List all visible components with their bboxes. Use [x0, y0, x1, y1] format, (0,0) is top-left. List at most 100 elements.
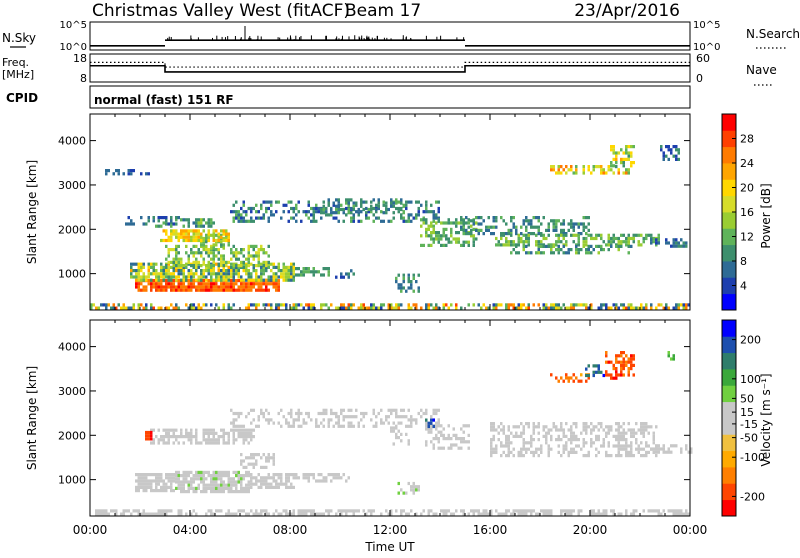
heatmap-cell [200, 282, 203, 286]
heatmap-cell [172, 306, 175, 310]
nave-right-tick-top: 60 [696, 52, 710, 65]
heatmap-cell [257, 210, 260, 214]
heatmap-cell [530, 438, 533, 442]
heatmap-cell [410, 488, 413, 492]
heatmap-cell [405, 415, 408, 419]
heatmap-cell [625, 441, 628, 445]
heatmap-cell [492, 425, 495, 429]
heatmap-cell [245, 438, 248, 442]
heatmap-cell [630, 441, 633, 445]
heatmap-cell [355, 415, 358, 419]
heatmap-cell [185, 431, 188, 435]
heatmap-cell [395, 415, 398, 419]
heatmap-cell [522, 431, 525, 435]
heatmap-cell [145, 434, 148, 438]
heatmap-cell [135, 278, 138, 282]
heatmap-cell [527, 243, 530, 247]
heatmap-cell [342, 303, 345, 307]
heatmap-cell [582, 240, 585, 244]
heatmap-cell [685, 509, 688, 513]
heatmap-cell [552, 306, 555, 310]
heatmap-cell [245, 219, 248, 223]
heatmap-cell [275, 282, 278, 286]
heatmap-cell [582, 454, 585, 458]
heatmap-cell [190, 288, 193, 292]
heatmap-cell [375, 424, 378, 428]
heatmap-cell [220, 243, 223, 247]
heatmap-cell [210, 218, 213, 222]
heatmap-cell [577, 236, 580, 241]
heatmap-cell [555, 228, 558, 232]
heatmap-cell [162, 288, 165, 292]
heatmap-cell [675, 238, 678, 242]
heatmap-cell [517, 454, 520, 458]
heatmap-cell [410, 485, 413, 489]
heatmap-cell [477, 232, 480, 236]
heatmap-cell [605, 425, 608, 429]
heatmap-cell [242, 435, 245, 439]
heatmap-cell [215, 282, 218, 286]
heatmap-cell [527, 232, 530, 236]
heatmap-cell [165, 272, 168, 276]
heatmap-cell [320, 306, 323, 310]
heatmap-cell [570, 512, 573, 516]
heatmap-cell [217, 474, 220, 478]
colorbar-segment [722, 499, 736, 517]
heatmap-cell [137, 306, 140, 310]
heatmap-cell [200, 218, 203, 222]
heatmap-cell [617, 354, 620, 358]
heatmap-cell [265, 482, 268, 486]
heatmap-cell [362, 415, 365, 419]
heatmap-cell [637, 450, 640, 454]
heatmap-cell [615, 434, 618, 438]
heatmap-cell [330, 211, 333, 215]
heatmap-cell [365, 211, 368, 215]
heatmap-cell [495, 219, 498, 223]
heatmap-cell [195, 428, 198, 432]
heatmap-cell [150, 434, 153, 438]
heatmap-cell [255, 424, 258, 428]
heatmap-cell [242, 465, 245, 469]
heatmap-cell [247, 244, 250, 248]
heatmap-cell [260, 216, 263, 220]
heatmap-cell [290, 415, 293, 419]
heatmap-cell [150, 437, 153, 441]
heatmap-cell [265, 418, 268, 422]
heatmap-cell [267, 219, 270, 223]
heatmap-cell [230, 486, 233, 490]
heatmap-cell [297, 408, 300, 412]
heatmap-cell [467, 446, 470, 450]
heatmap-cell [472, 222, 475, 226]
heatmap-cell [222, 431, 225, 435]
heatmap-cell [592, 236, 595, 241]
heatmap-cell [137, 489, 140, 493]
heatmap-cell [167, 254, 170, 258]
heatmap-cell [585, 306, 588, 310]
heatmap-cell [447, 237, 450, 241]
heatmap-cell [195, 232, 198, 236]
heatmap-cell [310, 206, 313, 211]
heatmap-cell [592, 425, 595, 429]
heatmap-cell [455, 443, 458, 447]
heatmap-cell [670, 148, 673, 152]
heatmap-cell [192, 265, 195, 269]
heatmap-cell [385, 201, 388, 205]
heatmap-cell [400, 408, 403, 412]
heatmap-cell [620, 444, 623, 448]
heatmap-cell [320, 303, 323, 307]
heatmap-cell [547, 222, 550, 226]
heatmap-cell [572, 438, 575, 442]
heatmap-cell [190, 229, 193, 233]
heatmap-cell [250, 408, 253, 412]
heatmap-cell [272, 459, 275, 463]
heatmap-cell [377, 204, 380, 208]
heatmap-cell [242, 248, 245, 252]
heatmap-cell [187, 221, 190, 225]
heatmap-cell [230, 210, 233, 214]
heatmap-cell [225, 275, 228, 279]
heatmap-cell [267, 473, 270, 477]
heatmap-cell [222, 260, 225, 264]
heatmap-cell [257, 473, 260, 477]
heatmap-cell [177, 480, 180, 484]
heatmap-cell [617, 360, 620, 364]
